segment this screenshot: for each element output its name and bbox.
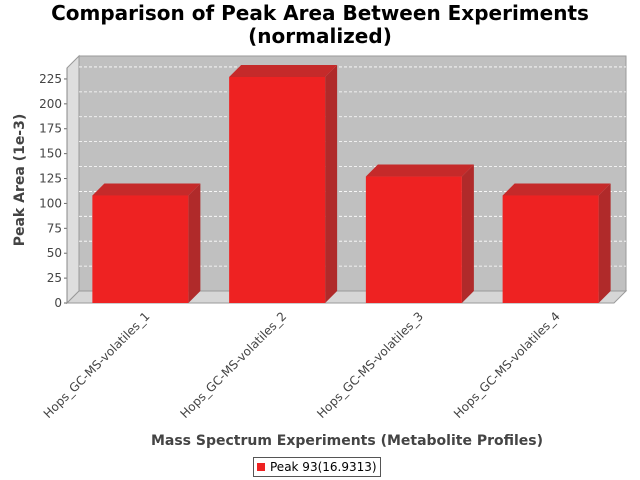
bar [92,195,189,303]
chart-title: Comparison of Peak Area Between Experime… [51,1,589,48]
bar-top [92,183,201,196]
x-tick-label: Hops_GC-MS-volatiles_4 [451,309,563,421]
y-tick-label: 0 [54,296,62,310]
x-tick-label: Hops_GC-MS-volatiles_3 [314,309,426,421]
legend: Peak 93(16.9313) [253,457,381,477]
x-axis-label: Mass Spectrum Experiments (Metabolite Pr… [151,433,543,449]
bar-side [461,164,474,303]
bar-side [325,64,338,303]
y-tick-label: 225 [39,72,62,86]
bar-top [365,164,474,177]
y-tick-label: 50 [47,246,62,260]
bar-side [188,183,201,303]
x-tick-label: Hops_GC-MS-volatiles_2 [178,309,290,421]
bar-top [229,64,338,77]
y-tick-label: 175 [39,122,62,136]
bar [229,76,326,304]
y-axis-label: Peak Area (1e-3) [12,114,28,247]
bar [365,176,462,303]
y-tick-label: 100 [39,196,62,210]
legend-swatch [257,463,265,471]
y-tick-label: 200 [39,97,62,111]
bar-top [502,183,611,196]
x-tick-label: Hops_GC-MS-volatiles_1 [41,309,153,421]
y-tick-label: 25 [47,271,62,285]
bar [502,195,599,303]
y-tick-label: 125 [39,172,62,186]
plot-side-wall [66,54,80,305]
bar-side [598,183,611,303]
y-tick-label: 75 [47,221,62,235]
legend-label: Peak 93(16.9313) [270,460,377,474]
y-tick-label: 150 [39,147,62,161]
